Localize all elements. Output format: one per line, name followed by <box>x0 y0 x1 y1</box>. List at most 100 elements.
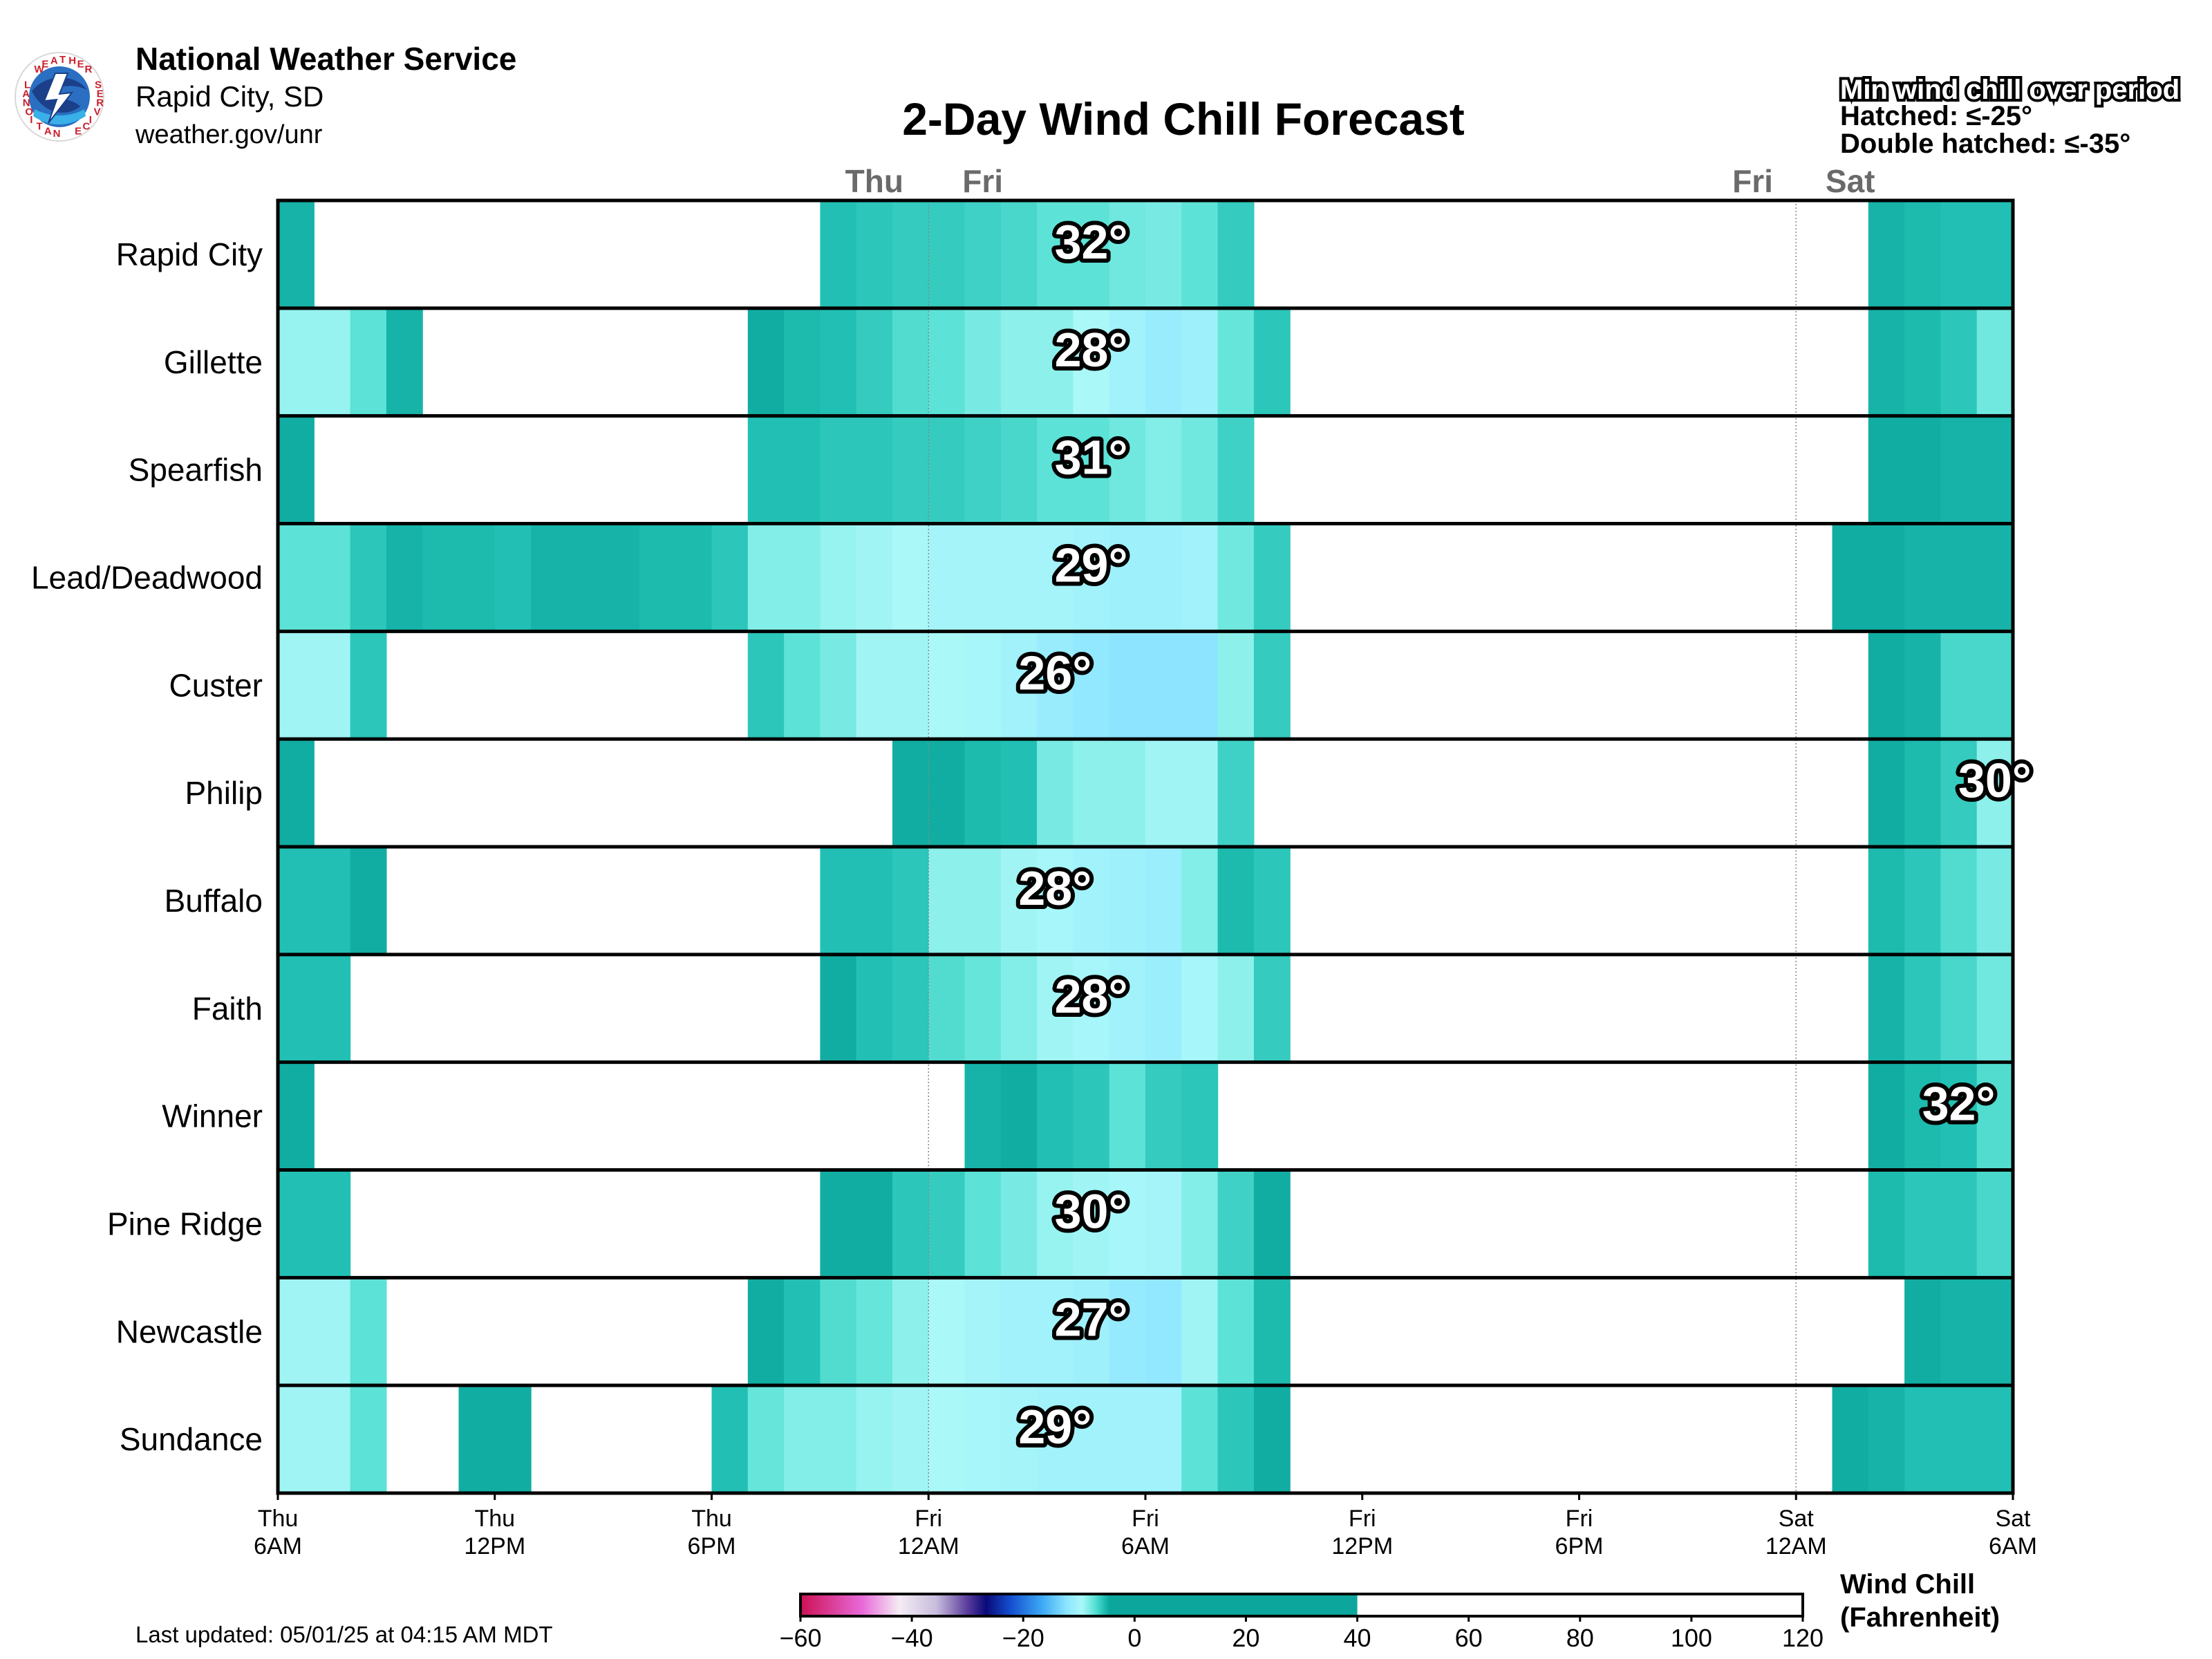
colorbar-tick-label: 100 <box>1671 1624 1712 1652</box>
heat-cell <box>1109 200 1146 308</box>
heat-cell <box>1868 1170 1905 1278</box>
heat-cell <box>856 200 893 308</box>
heat-cell <box>784 523 821 632</box>
heat-cell <box>1940 200 1978 308</box>
x-tick-label: 12AM <box>898 1533 959 1559</box>
heat-cell <box>856 847 893 955</box>
heat-cell <box>1217 847 1255 955</box>
heat-cell <box>1145 1170 1182 1278</box>
heat-cell <box>892 1170 929 1278</box>
heat-cell <box>856 415 893 524</box>
x-tick-label: Fri <box>1566 1506 1593 1532</box>
x-tick-label: Fri <box>1349 1506 1376 1532</box>
heat-cell <box>1904 847 1941 955</box>
heat-cell <box>350 1277 387 1386</box>
heat-cell <box>892 523 929 632</box>
heat-cell <box>278 415 315 524</box>
heat-cell <box>1181 954 1219 1062</box>
heat-cell <box>1073 523 1110 632</box>
heat-cell <box>747 1277 785 1386</box>
colorbar-tick-label: 120 <box>1782 1624 1824 1652</box>
colorbar-title: Wind Chill (Fahrenheit) <box>1840 1568 2000 1634</box>
last-updated: Last updated: 05/01/25 at 04:15 AM MDT <box>135 1622 553 1647</box>
heat-cell <box>278 739 315 847</box>
heat-cell <box>278 523 315 632</box>
heat-cell <box>1940 415 1978 524</box>
heat-cell <box>1109 739 1146 847</box>
heat-cell <box>892 200 929 308</box>
heat-cell <box>1000 631 1038 740</box>
heat-cell <box>1976 847 2014 955</box>
min-label: 29° <box>1055 538 1128 592</box>
heat-cell <box>1000 1277 1038 1386</box>
heat-cell <box>1976 1062 2014 1170</box>
heat-cell <box>1940 1170 1978 1278</box>
heat-cell <box>314 1385 351 1493</box>
legend-hatched: Hatched: ≤-25° <box>1840 101 2033 131</box>
heat-cell <box>1181 739 1219 847</box>
heat-cell <box>928 847 966 955</box>
heat-cell <box>1832 1385 1869 1493</box>
heat-cell <box>1037 847 1074 955</box>
heat-cell <box>1037 1062 1074 1170</box>
min-label: 27° <box>1055 1292 1128 1346</box>
heat-cell <box>1940 1062 1978 1170</box>
heat-cell <box>1868 1385 1905 1493</box>
heat-cell <box>820 523 857 632</box>
row-label: Sundance <box>120 1421 263 1457</box>
heat-cell <box>820 1170 857 1278</box>
row-label: Gillette <box>164 344 263 380</box>
office-url[interactable]: weather.gov/unr <box>135 120 323 149</box>
min-label: 32° <box>1922 1077 1996 1131</box>
heat-cell <box>350 523 387 632</box>
x-tick-label: 12AM <box>1765 1533 1827 1559</box>
heat-cell <box>964 200 1002 308</box>
heat-cell <box>820 1277 857 1386</box>
heat-cell <box>1868 954 1905 1062</box>
row-label: Custer <box>169 667 263 703</box>
min-label-outline: 28° <box>1055 323 1128 377</box>
heat-cell <box>1904 523 1941 632</box>
heat-cell <box>1000 739 1038 847</box>
top-day-label: Thu <box>845 163 903 199</box>
heat-cell <box>964 1062 1002 1170</box>
heat-cell <box>1868 631 1905 740</box>
heat-cell <box>1073 631 1110 740</box>
heat-cell <box>1904 954 1941 1062</box>
heat-cell <box>1073 954 1110 1062</box>
nws-logo: NATIONAL WE A T H ER S E R V I CE <box>15 52 104 142</box>
x-tick-label: Thu <box>258 1506 299 1532</box>
heat-cell <box>350 847 387 955</box>
heat-cell <box>1940 523 1978 632</box>
heat-cell <box>892 1277 929 1386</box>
heat-cell <box>1037 1277 1074 1386</box>
heat-cell <box>1976 1277 2014 1386</box>
heat-cell <box>1037 954 1074 1062</box>
heat-cell <box>278 1277 315 1386</box>
heat-cell <box>928 954 966 1062</box>
heat-cell <box>1109 523 1146 632</box>
heat-cell <box>1976 200 2014 308</box>
colorbar-tick-label: −20 <box>1002 1624 1044 1652</box>
heat-cell <box>350 1385 387 1493</box>
heat-cell <box>1181 1170 1219 1278</box>
heat-cell <box>1037 308 1074 416</box>
heat-cell <box>1904 415 1941 524</box>
heat-cell <box>494 1385 532 1493</box>
heat-cell <box>892 308 929 416</box>
heat-cell <box>350 631 387 740</box>
heat-cell <box>1976 954 2014 1062</box>
heat-cell <box>964 415 1002 524</box>
heat-cell <box>1868 847 1905 955</box>
heat-cell <box>1904 1277 1941 1386</box>
legend-min-label-outline: Min wind chill over period <box>1837 72 2182 108</box>
row-label: Pine Ridge <box>107 1206 263 1241</box>
row-label: Philip <box>185 775 263 811</box>
heat-cell <box>1037 1385 1074 1493</box>
heat-cell <box>278 308 315 416</box>
heat-cell <box>1145 1062 1182 1170</box>
heat-cell <box>892 631 929 740</box>
heat-cell <box>422 523 460 632</box>
heat-cell <box>386 308 423 416</box>
